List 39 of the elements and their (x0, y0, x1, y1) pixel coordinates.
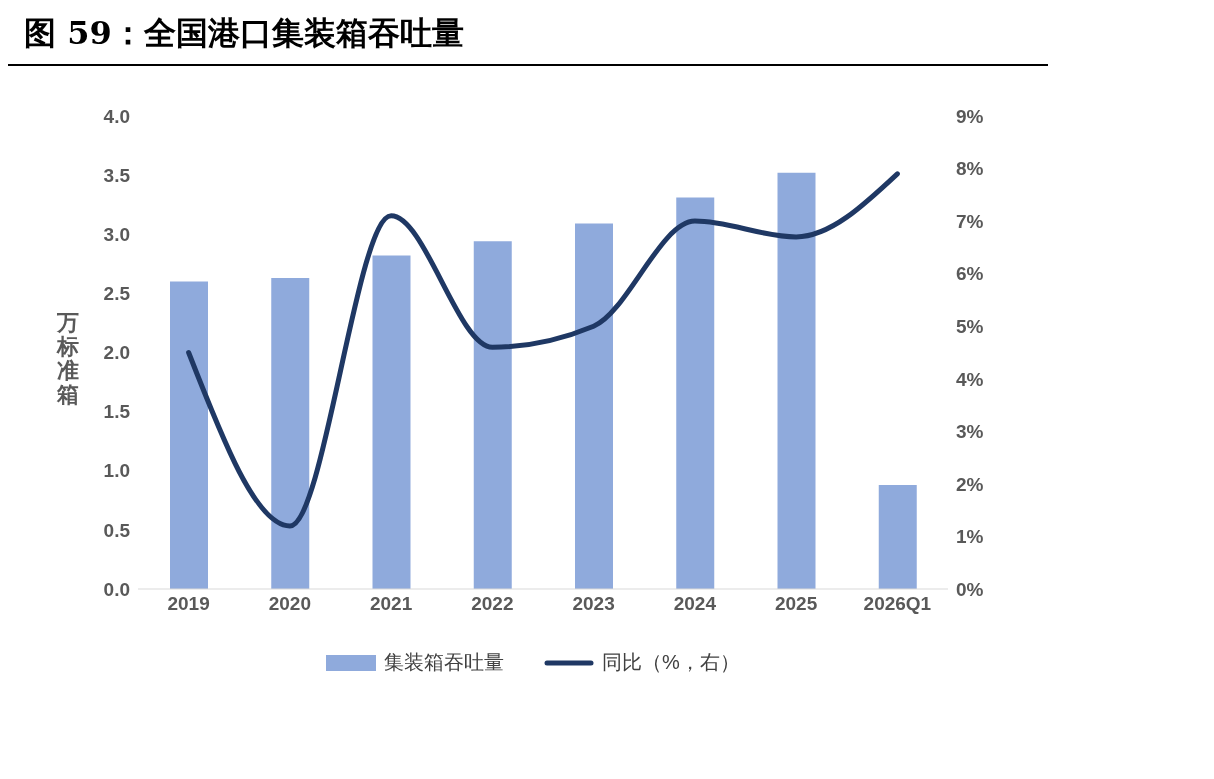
y2-tick-label: 0% (956, 578, 984, 600)
x-tick-label: 2020 (268, 593, 312, 615)
y2-tick-label: 1% (956, 526, 984, 548)
y-axis-title: 万标准箱 (56, 310, 79, 407)
bar (777, 172, 816, 589)
x-tick-label: 2025 (774, 593, 818, 615)
bar (170, 281, 208, 589)
y2-tick-label: 8% (956, 158, 984, 180)
y2-tick-label: 4% (956, 368, 984, 390)
y2-tick-label: 6% (956, 263, 984, 285)
legend-label: 集装箱吞吐量 (384, 650, 505, 675)
x-tick-label: 2021 (369, 593, 413, 615)
y-tick-label: 1.5 (103, 401, 131, 423)
x-tick-label: 2024 (673, 593, 717, 615)
y-tick-label: 1.0 (103, 460, 130, 482)
bar (271, 278, 310, 589)
y-tick-label: 0.0 (103, 578, 130, 600)
y2-tick-label: 7% (956, 210, 984, 232)
y2-tick-label: 2% (956, 473, 984, 495)
chart-title: 图 59：全国港口集装箱吞吐量 (8, 8, 1048, 66)
bar (878, 484, 917, 589)
y2-tick-label: 3% (956, 421, 984, 443)
x-tick-label: 2022 (471, 593, 514, 615)
y-tick-label: 3.5 (103, 164, 131, 186)
bar (676, 197, 715, 589)
y-tick-label: 0.5 (103, 519, 131, 541)
y2-tick-label: 9% (956, 105, 984, 127)
x-tick-label: 2019 (167, 593, 210, 615)
legend-label: 同比（%，右） (602, 650, 740, 675)
y-tick-label: 4.0 (103, 105, 130, 127)
x-tick-label: 2026Q1 (863, 593, 932, 615)
bar (575, 223, 613, 589)
bar (473, 241, 512, 589)
y-tick-label: 2.0 (103, 342, 130, 364)
y-tick-label: 3.0 (103, 223, 130, 245)
x-tick-label: 2023 (572, 593, 615, 615)
bar (372, 255, 411, 589)
y-tick-label: 2.5 (103, 283, 131, 305)
y2-tick-label: 5% (956, 315, 984, 337)
